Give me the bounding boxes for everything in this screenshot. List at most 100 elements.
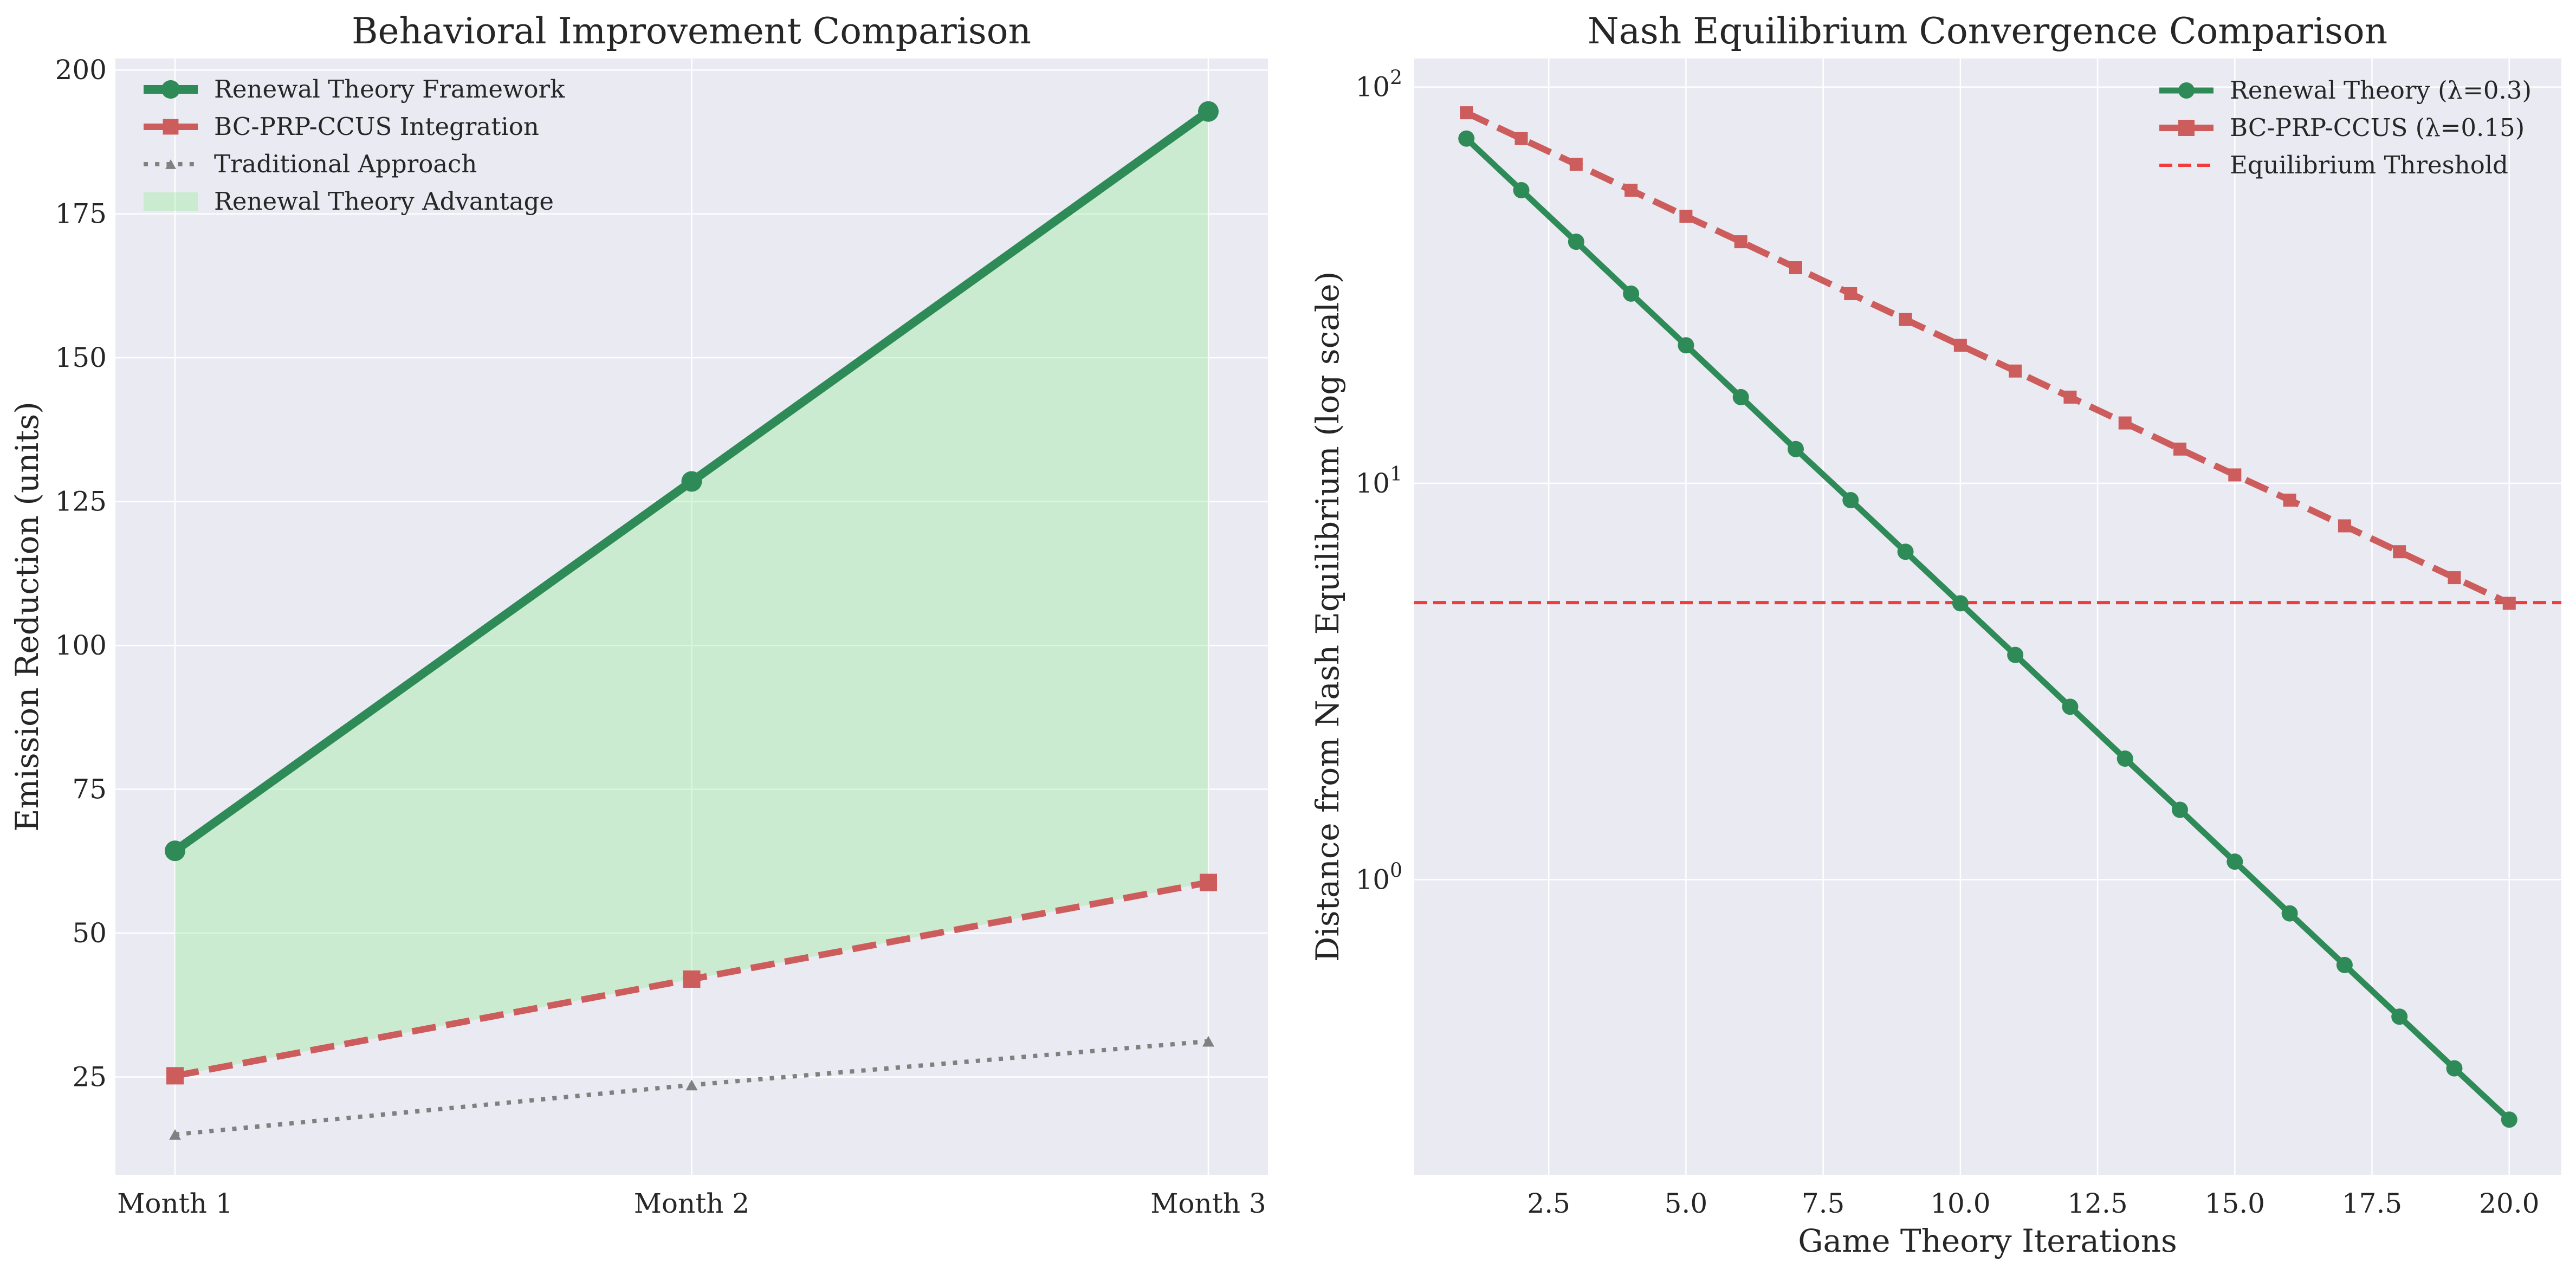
legend-item-renewal-theory-framework: Renewal Theory Framework <box>144 75 565 103</box>
legend-swatch-marker <box>2178 82 2195 99</box>
data-point <box>2283 493 2296 507</box>
left-advantage-fill <box>175 111 1208 1076</box>
data-point <box>1624 184 1638 197</box>
data-point <box>1568 234 1584 250</box>
left-y-axis-label: Emission Reduction (units) <box>9 402 46 832</box>
data-point <box>2502 597 2516 610</box>
right-x-axis-label: Game Theory Iterations <box>1798 1222 2177 1259</box>
data-point <box>1787 441 1804 457</box>
right-y-axis-label: Distance from Nash Equilibrium (log scal… <box>1309 271 1346 962</box>
data-point <box>1953 339 1967 352</box>
left-y-tick-label: 200 <box>55 54 107 86</box>
left-y-tick-label: 100 <box>55 630 107 661</box>
right-x-tick-label: 2.5 <box>1527 1188 1570 1219</box>
data-point <box>2227 853 2243 870</box>
legend-item-renewal-theory-advantage: Renewal Theory Advantage <box>144 187 554 216</box>
left-y-tick-label: 150 <box>55 342 107 373</box>
right-x-tick-labels: 2.5 5.0 7.5 10.0 12.5 15.0 17.5 20.0 <box>1527 1188 2539 1219</box>
data-point <box>165 840 185 862</box>
left-x-tick-label: Month 1 <box>117 1188 233 1219</box>
data-point <box>166 1067 184 1085</box>
data-point <box>2117 750 2133 767</box>
data-point <box>2172 801 2189 818</box>
right-y-tick-label: 100 <box>1355 859 1402 895</box>
left-legend: Renewal Theory Framework BC-PRP-CCUS Inte… <box>144 75 565 216</box>
data-point <box>2391 1008 2408 1025</box>
legend-swatch-marker <box>161 80 180 99</box>
right-y-tick-label: 101 <box>1355 463 1402 499</box>
legend-label: Renewal Theory Framework <box>214 75 565 103</box>
data-point <box>1569 158 1583 171</box>
right-x-tick-label: 12.5 <box>2067 1188 2127 1219</box>
right-x-tick-label: 7.5 <box>1802 1188 1845 1219</box>
data-point <box>1200 873 1217 891</box>
legend-item-equilibrium-threshold: Equilibrium Threshold <box>2159 151 2508 179</box>
data-point <box>2448 571 2461 585</box>
data-point <box>2393 545 2406 559</box>
left-y-tick-label: 50 <box>72 917 107 949</box>
series-bc-prp-ccus-integration <box>166 873 1217 1085</box>
left-x-tick-labels: Month 1 Month 2 Month 3 <box>117 1188 1266 1219</box>
right-x-tick-label: 10.0 <box>1930 1188 1990 1219</box>
right-chart: 2.5 5.0 7.5 10.0 12.5 15.0 17.5 20.0 100101102 … <box>1309 10 2561 1259</box>
right-y-tick-labels: 100 101 102 <box>1355 67 1402 896</box>
legend-swatch-marker <box>2178 120 2195 136</box>
legend-label: BC-PRP-CCUS Integration <box>214 112 539 141</box>
right-chart-title: Nash Equilibrium Convergence Comparison <box>1588 10 2387 52</box>
data-point <box>1679 210 1693 223</box>
right-series <box>1458 106 2517 1128</box>
left-series <box>165 101 1219 1140</box>
right-grid <box>1414 59 2561 1175</box>
legend-item-bc-prp-ccus-0-15: BC-PRP-CCUS (λ=0.15) <box>2159 113 2525 142</box>
left-y-tick-label: 25 <box>72 1061 107 1092</box>
left-x-tick-label: Month 3 <box>1150 1188 1266 1219</box>
data-point <box>1198 101 1219 122</box>
right-x-tick-label: 17.5 <box>2342 1188 2402 1219</box>
series-renewal-theory-framework <box>165 101 1219 862</box>
data-point <box>2281 905 2298 922</box>
data-point <box>681 471 702 492</box>
legend-swatch-patch <box>144 192 198 211</box>
legend-label: Traditional Approach <box>214 150 477 178</box>
left-y-tick-label: 125 <box>55 486 107 517</box>
series-traditional-approach <box>169 1035 1214 1140</box>
data-point <box>2009 364 2022 378</box>
left-x-tick-label: Month 2 <box>634 1188 750 1219</box>
data-point <box>685 1079 698 1091</box>
data-point <box>1897 543 1914 560</box>
advantage-area <box>175 111 1208 1076</box>
data-point <box>2062 698 2079 715</box>
left-grid <box>115 59 1268 1175</box>
data-point <box>2063 390 2077 404</box>
data-point <box>1734 235 1747 249</box>
data-point <box>1899 313 1912 326</box>
legend-item-renewal-theory-0-3: Renewal Theory (λ=0.3) <box>2159 76 2532 105</box>
legend-swatch-marker <box>163 119 179 135</box>
left-y-tick-label: 75 <box>72 774 107 805</box>
left-y-tick-label: 175 <box>55 198 107 230</box>
data-point <box>2336 956 2353 973</box>
right-legend: Renewal Theory (λ=0.3) BC-PRP-CCUS (λ=0.1… <box>2159 76 2532 179</box>
data-point <box>1844 287 1857 300</box>
data-point <box>2338 519 2351 533</box>
series-renewal-theory-0-3 <box>1458 130 2517 1128</box>
data-point <box>2446 1060 2463 1077</box>
data-point <box>1514 132 1528 145</box>
data-point <box>2501 1111 2517 1128</box>
data-point <box>1678 337 1694 354</box>
data-point <box>1202 1035 1214 1047</box>
left-chart: Month 1 Month 2 Month 3 25 50 75 100 125 150 175… <box>9 10 1268 1219</box>
right-y-tick-label: 102 <box>1355 67 1402 103</box>
data-point <box>2228 468 2242 482</box>
legend-swatch-marker <box>165 159 176 169</box>
legend-item-traditional-approach: Traditional Approach <box>144 150 477 178</box>
legend-label: Renewal Theory (λ=0.3) <box>2230 76 2532 105</box>
data-point <box>1458 130 1475 147</box>
legend-label: BC-PRP-CCUS (λ=0.15) <box>2230 113 2525 142</box>
data-point <box>683 970 701 988</box>
right-x-tick-label: 20.0 <box>2479 1188 2539 1219</box>
series-line <box>1465 109 2511 606</box>
legend-item-bc-prp-ccus-integration: BC-PRP-CCUS Integration <box>144 112 539 141</box>
series-line <box>1464 136 2512 1122</box>
